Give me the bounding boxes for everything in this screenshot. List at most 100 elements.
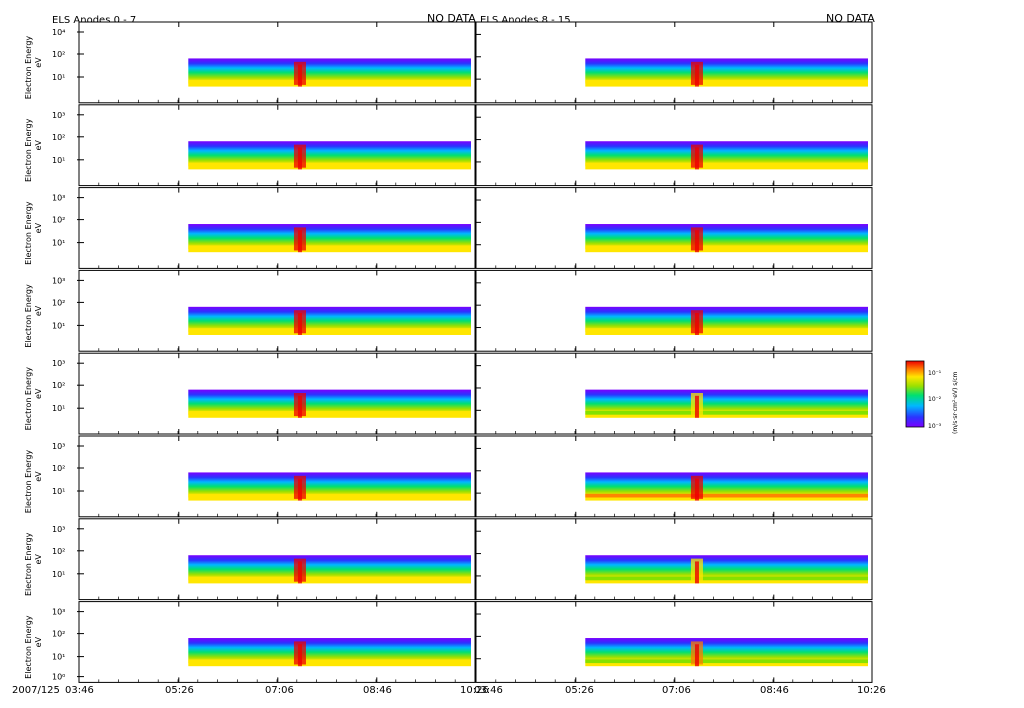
right-column-title: ELS Anodes 8 - 15 xyxy=(480,15,571,26)
y-axis-label-3: Electron Energy xyxy=(24,284,33,348)
spectral-spike-core-left-4 xyxy=(297,395,302,418)
spectral-spike-core-right-6 xyxy=(694,561,699,584)
low-energy-band-right-4 xyxy=(585,411,868,415)
y-axis-label-0: Electron Energy xyxy=(24,36,33,100)
y-axis-unit-7: eV xyxy=(34,636,43,647)
low-energy-band-left-5 xyxy=(188,493,471,498)
left-column-title: ELS Anodes 0 - 7 xyxy=(52,15,136,26)
date-label: 2007/125 xyxy=(12,685,60,696)
panel-left-1: Electron Energy eV 10³ 10² 10¹ xyxy=(24,104,476,187)
y-tick-label-6-1: 10² xyxy=(52,547,65,556)
spectral-spike-core-right-3 xyxy=(694,313,699,335)
low-energy-band-right-0 xyxy=(585,79,868,84)
y-axis-label-6: Electron Energy xyxy=(24,532,33,596)
colorbar-scale xyxy=(905,360,925,428)
spectral-spike-core-left-7 xyxy=(297,644,302,667)
panel-right-4 xyxy=(475,352,873,435)
x-tick-0526-left: 05:26 xyxy=(165,685,194,696)
y-tick-label-4-1: 10² xyxy=(52,381,65,390)
y-axis-unit-2: eV xyxy=(34,222,43,233)
low-energy-band-left-0 xyxy=(188,79,471,84)
y-tick-label-1-1: 10² xyxy=(52,133,65,142)
low-energy-band-left-3 xyxy=(188,328,471,332)
low-energy-band-right-7 xyxy=(585,659,868,664)
x-tick-1026-left: 10:26 xyxy=(460,685,489,696)
colorbar-tick-low: 10⁻³ xyxy=(928,423,942,430)
y-tick-label-3-2: 10¹ xyxy=(52,321,65,330)
y-axis-label-1: Electron Energy xyxy=(24,118,33,182)
panel-right-5 xyxy=(475,435,873,518)
y-tick-label-1-2: 10¹ xyxy=(52,156,65,165)
y-axis-label-5: Electron Energy xyxy=(24,450,33,514)
x-tick-0706-right: 07:06 xyxy=(662,685,691,696)
y-tick-label-4-2: 10¹ xyxy=(52,404,65,413)
y-tick-label-7-3: 10⁰ xyxy=(52,673,65,682)
panel-left-6: Electron Energy eV 10³ 10² 10¹ xyxy=(24,518,476,601)
spectral-spike-core-left-1 xyxy=(297,147,302,170)
y-tick-label-6-0: 10³ xyxy=(52,525,65,534)
low-energy-band-left-7 xyxy=(188,659,471,664)
panel-right-1 xyxy=(475,104,873,187)
y-tick-label-0-0: 10⁴ xyxy=(52,28,65,37)
y-tick-label-2-1: 10² xyxy=(52,216,65,225)
panel-right-0 xyxy=(475,21,873,104)
x-tick-0346-right: 03:46 xyxy=(474,685,503,696)
y-axis-label-4: Electron Energy xyxy=(24,367,33,431)
panel-left-4: Electron Energy eV 10³ 10² 10¹ xyxy=(24,352,476,435)
spectral-spike-core-right-5 xyxy=(694,478,699,501)
y-tick-label-3-1: 10² xyxy=(52,298,65,307)
low-energy-band-right-6 xyxy=(585,576,868,581)
y-tick-label-1-0: 10³ xyxy=(52,111,65,120)
y-tick-label-5-2: 10¹ xyxy=(52,487,65,496)
y-tick-label-4-0: 10³ xyxy=(52,359,65,368)
y-tick-label-0-1: 10² xyxy=(52,50,65,59)
spectral-spike-core-left-5 xyxy=(297,478,302,501)
y-axis-unit-0: eV xyxy=(34,57,43,68)
x-tick-0346-left: 03:46 xyxy=(65,685,94,696)
y-axis-unit-3: eV xyxy=(34,305,43,316)
y-axis-label-7: Electron Energy xyxy=(24,615,33,679)
y-tick-label-7-2: 10¹ xyxy=(52,653,65,662)
colorbar-label: (m/s·sr·cm²·eV) s/cm xyxy=(952,371,959,434)
x-tick-1026-right: 10:26 xyxy=(857,685,886,696)
spectral-spike-core-left-6 xyxy=(297,561,302,584)
low-energy-band-left-6 xyxy=(188,576,471,581)
y-tick-label-2-0: 10³ xyxy=(52,194,65,203)
y-tick-label-0-2: 10¹ xyxy=(52,73,65,82)
panel-left-3: Electron Energy eV 10³ 10² 10¹ xyxy=(24,269,476,352)
x-tick-0526-right: 05:26 xyxy=(565,685,594,696)
spectral-spike-core-right-1 xyxy=(694,147,699,170)
spectral-spike-core-right-4 xyxy=(694,395,699,418)
low-energy-band-left-1 xyxy=(188,162,471,167)
colorbar-tick-mid: 10⁻² xyxy=(928,396,942,403)
time-axis: 2007/125 03:46 05:26 07:06 08:46 10:26 0… xyxy=(12,685,886,696)
panel-left-2: Electron Energy eV 10³ 10² 10¹ xyxy=(24,187,476,269)
y-axis-unit-5: eV xyxy=(34,471,43,482)
low-energy-band-right-3 xyxy=(585,328,868,332)
y-tick-label-3-0: 10³ xyxy=(52,276,65,285)
spectral-spike-core-right-0 xyxy=(694,64,699,87)
y-tick-label-6-2: 10¹ xyxy=(52,570,65,579)
y-tick-label-2-2: 10¹ xyxy=(52,239,65,248)
spectral-spike-core-left-0 xyxy=(297,64,302,87)
x-tick-0846-right: 08:46 xyxy=(760,685,789,696)
y-axis-unit-1: eV xyxy=(34,140,43,151)
low-energy-band-right-2 xyxy=(585,245,868,250)
panel-right-7 xyxy=(475,601,873,683)
spectral-spike-core-right-7 xyxy=(694,644,699,667)
low-energy-band-left-4 xyxy=(188,411,471,415)
panel-left-7: Electron Energy eV 10³ 10² 10¹ 10⁰ xyxy=(24,601,476,683)
colorbar: 10⁻¹ 10⁻² 10⁻³ (m/s·sr·cm²·eV) s/cm xyxy=(905,360,959,434)
panel-left-5: Electron Energy eV 10³ 10² 10¹ xyxy=(24,435,476,518)
low-energy-band-left-2 xyxy=(188,245,471,250)
y-tick-label-5-0: 10³ xyxy=(52,442,65,451)
low-energy-band-right-5 xyxy=(585,493,868,498)
spectral-spike-core-right-2 xyxy=(694,230,699,253)
panel-left-0: Electron Energy eV 10⁴ 10² 10¹ xyxy=(24,21,476,104)
y-axis-label-2: Electron Energy xyxy=(24,201,33,265)
y-tick-label-7-1: 10² xyxy=(52,630,65,639)
panel-right-2 xyxy=(475,187,873,269)
panel-right-3 xyxy=(475,269,873,352)
